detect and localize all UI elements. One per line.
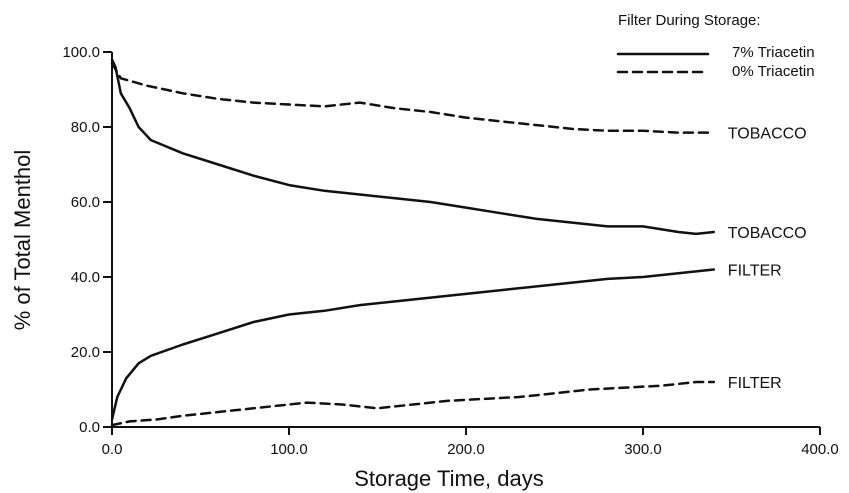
y-axis-title: % of Total Menthol bbox=[10, 150, 35, 331]
series-layer bbox=[110, 58, 716, 427]
axes bbox=[111, 52, 820, 428]
series-tobacco-dashed bbox=[110, 62, 716, 134]
x-tick-label: 300.0 bbox=[624, 441, 662, 458]
x-tick-label: 0.0 bbox=[102, 441, 123, 458]
x-tick-label: 200.0 bbox=[447, 441, 485, 458]
legend-label-7pct: 7% Triacetin bbox=[732, 44, 815, 61]
y-tick-label: 40.0 bbox=[71, 269, 100, 286]
ticks: 0.0 100.0 200.0 300.0 400.0 0.0 20.0 40.0 60.0 80… bbox=[62, 44, 838, 458]
y-tick-label: 100.0 bbox=[62, 44, 100, 61]
legend-title: Filter During Storage: bbox=[618, 12, 761, 29]
end-label-filter-dashed: FILTER bbox=[728, 375, 782, 392]
y-tick-label: 60.0 bbox=[71, 194, 100, 211]
labels-layer: TOBACCO FILTER TOBACCO FILTER bbox=[728, 126, 807, 392]
legend-label-0pct: 0% Triacetin bbox=[732, 63, 815, 80]
series-filter-dashed bbox=[110, 380, 716, 427]
end-label-tobacco-solid: TOBACCO bbox=[728, 225, 807, 242]
y-tick-label: 20.0 bbox=[71, 344, 100, 361]
legend: Filter During Storage: 7% Triacetin 0% T… bbox=[616, 12, 815, 80]
y-tick-label: 0.0 bbox=[79, 419, 100, 436]
x-tick-label: 100.0 bbox=[270, 441, 308, 458]
end-label-tobacco-dashed: TOBACCO bbox=[728, 126, 807, 143]
y-tick-label: 80.0 bbox=[71, 119, 100, 136]
x-tick-label: 400.0 bbox=[801, 441, 839, 458]
x-axis-title: Storage Time, days bbox=[354, 466, 544, 491]
series-tobacco-solid bbox=[110, 58, 716, 236]
end-label-filter-solid: FILTER bbox=[728, 263, 782, 280]
series-filter-solid bbox=[110, 268, 716, 421]
